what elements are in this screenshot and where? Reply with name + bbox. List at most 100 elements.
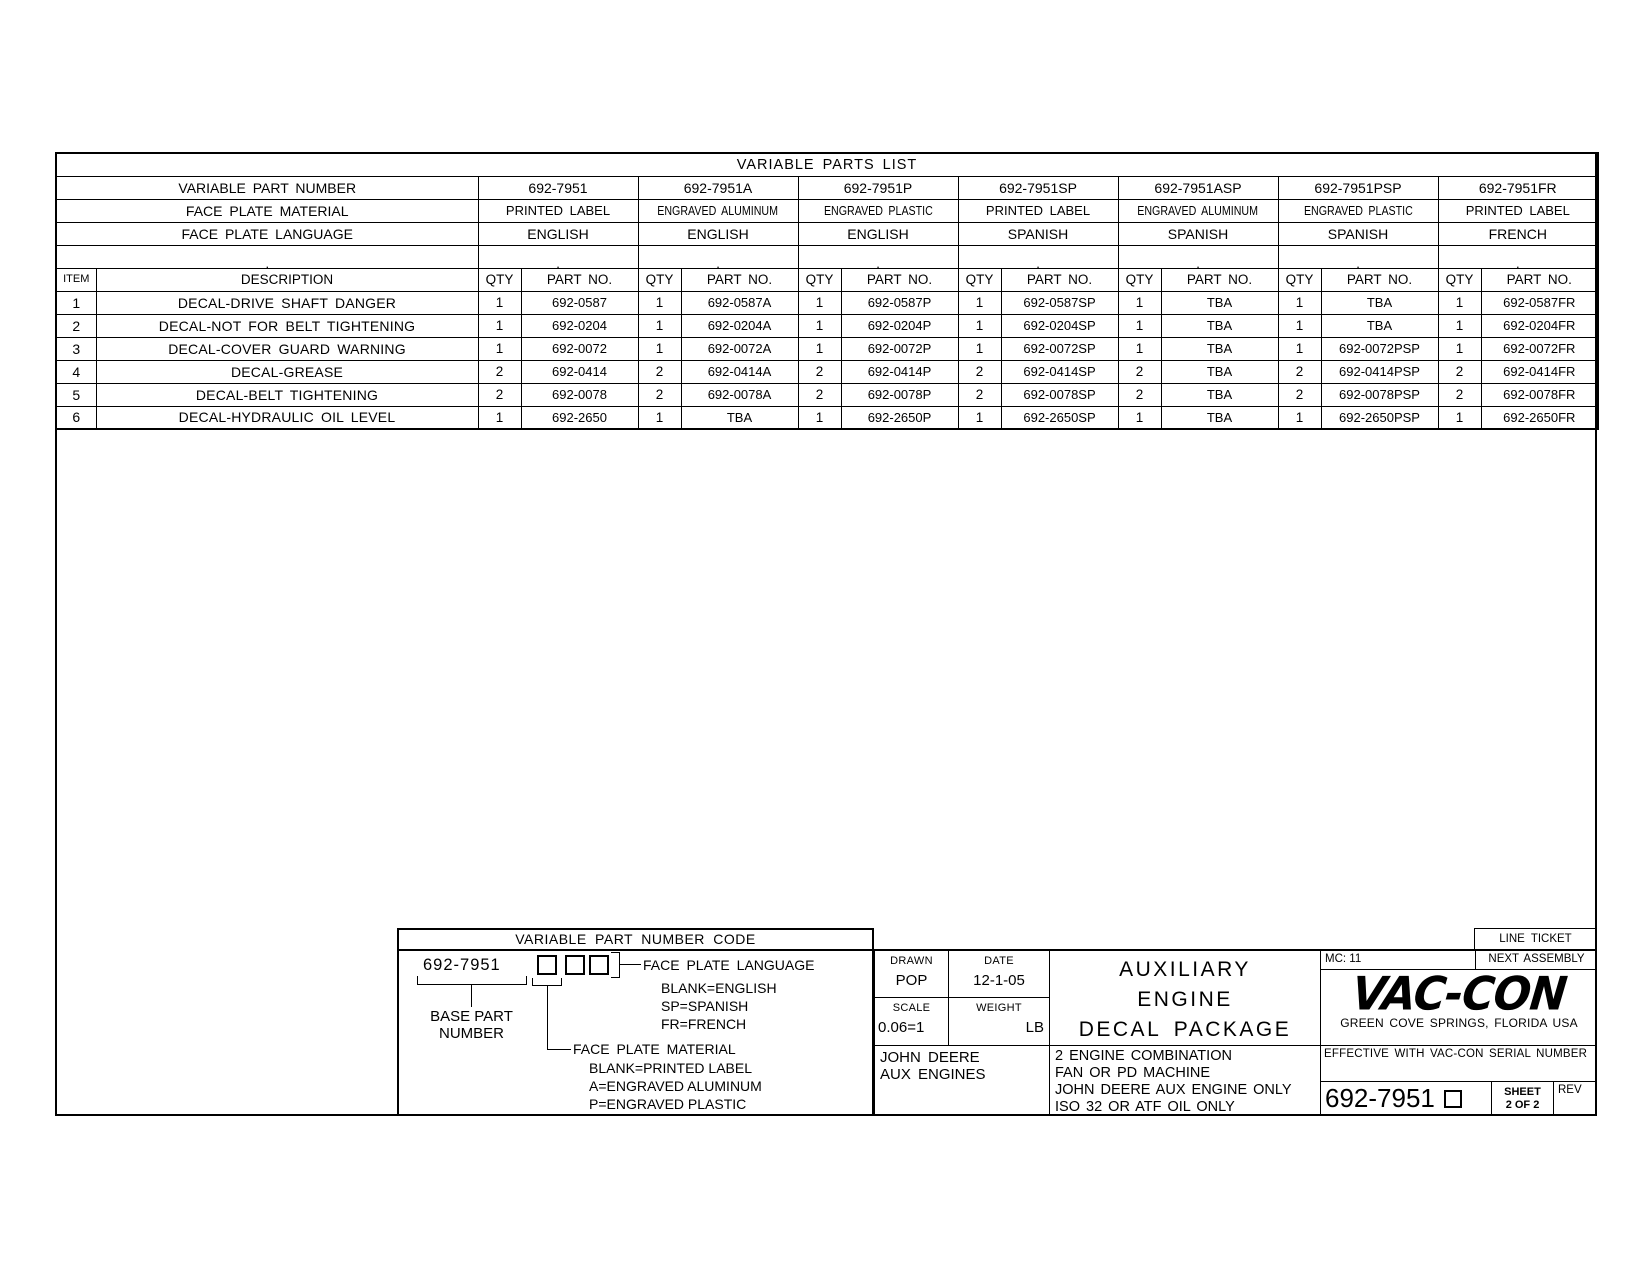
part-no-cell: 692-0414PSP	[1320, 359, 1439, 384]
machine-note-line: 2 ENGINE COMBINATION	[1055, 1048, 1232, 1064]
item-cell: 2	[55, 313, 97, 338]
qty-cell: 2	[957, 359, 1002, 384]
dot-cell: .	[1117, 244, 1279, 269]
col-header-part-no: PART NO.	[1160, 267, 1279, 292]
variant-material: ENGRAVED PLASTIC	[797, 198, 959, 223]
part-no-cell: 692-2650SP	[1000, 405, 1119, 430]
part-no-cell: 692-0072PSP	[1320, 336, 1439, 361]
qty-cell: 2	[1437, 382, 1482, 407]
drawing-title-line: ENGINE	[1137, 988, 1233, 1011]
language-row: FACE PLATE LANGUAGE ENGLISH ENGLISH ENGL…	[55, 221, 1599, 246]
language-option: BLANK=ENGLISH	[661, 980, 777, 996]
col-header-description: DESCRIPTION	[95, 267, 479, 292]
qty-cell: 1	[637, 336, 682, 361]
table-row: 4 DECAL-GREASE 2 692-0414 2 692-0414A 2 …	[55, 359, 1599, 384]
variant-number-row: VARIABLE PART NUMBER 692-7951 692-7951A …	[55, 175, 1599, 200]
material-text: ENGRAVED ALUMINUM	[657, 203, 779, 218]
description-cell: DECAL-BELT TIGHTENING	[95, 382, 479, 407]
qty-cell: 2	[957, 382, 1002, 407]
company-logo-cell: VAC-CON GREEN COVE SPRINGS, FLORIDA USA	[1321, 970, 1597, 1046]
table-row: 3 DECAL-COVER GUARD WARNING 1 692-0072 1…	[55, 336, 1599, 361]
language-code-square	[565, 955, 585, 975]
qty-cell: 1	[477, 313, 522, 338]
qty-cell: 1	[1117, 405, 1162, 430]
dot-cell: .	[55, 244, 479, 269]
part-no-cell: TBA	[1160, 359, 1279, 384]
column-header-row: ITEM DESCRIPTION QTY PART NO. QTY PART N…	[55, 267, 1599, 292]
part-no-cell: TBA	[1320, 290, 1439, 315]
machine-note-line: ISO 32 OR ATF OIL ONLY	[1055, 1099, 1235, 1115]
drawn-cell: DRAWN POP	[875, 951, 949, 998]
material-text: ENGRAVED ALUMINUM	[1137, 203, 1259, 218]
part-no-cell: TBA	[1160, 382, 1279, 407]
next-assembly-cell: NEXT ASSEMBLY	[1476, 951, 1597, 970]
scale-value: 0.06=1	[878, 1019, 925, 1036]
drawing-title-line: DECAL PACKAGE	[1078, 1018, 1292, 1041]
variant-language: SPANISH	[957, 221, 1119, 246]
weight-unit: LB	[1025, 1019, 1044, 1036]
col-header-qty: QTY	[1437, 267, 1482, 292]
face-plate-material-label: FACE PLATE MATERIAL	[573, 1041, 736, 1057]
qty-cell: 1	[1277, 290, 1322, 315]
table-title-row: VARIABLE PARTS LIST	[55, 152, 1599, 177]
sheet-value: 2 OF 2	[1505, 1099, 1540, 1111]
qty-cell: 2	[637, 382, 682, 407]
variant-part-number: 692-7951PSP	[1277, 175, 1439, 200]
part-no-cell: 692-2650PSP	[1320, 405, 1439, 430]
qty-cell: 1	[1437, 290, 1482, 315]
date-label: DATE	[984, 955, 1014, 967]
language-leader-line	[620, 964, 641, 965]
qty-cell: 1	[477, 336, 522, 361]
mc-cell: MC: 11	[1321, 951, 1476, 970]
variant-material: ENGRAVED PLASTIC	[1277, 198, 1439, 223]
variant-language: FRENCH	[1437, 221, 1599, 246]
base-label-line: NUMBER	[438, 1025, 504, 1042]
col-header-qty: QTY	[1117, 267, 1162, 292]
machine-note-line: FAN OR PD MACHINE	[1055, 1065, 1211, 1081]
variant-material: ENGRAVED ALUMINUM	[637, 198, 799, 223]
drawing-number: 692-7951	[1325, 1083, 1435, 1113]
suffix-box	[1443, 1090, 1462, 1108]
col-header-qty: QTY	[1277, 267, 1322, 292]
part-no-cell: 692-0414	[520, 359, 639, 384]
qty-cell: 1	[1437, 313, 1482, 338]
col-header-qty: QTY	[797, 267, 842, 292]
part-no-cell: 692-0078P	[840, 382, 959, 407]
material-option: P=ENGRAVED PLASTIC	[589, 1096, 747, 1112]
effective-serial-cell: EFFECTIVE WITH VAC-CON SERIAL NUMBER	[1321, 1046, 1597, 1082]
col-header-part-no: PART NO.	[840, 267, 959, 292]
qty-cell: 2	[637, 359, 682, 384]
dot-cell: .	[797, 244, 959, 269]
part-no-cell: 692-0072SP	[1000, 336, 1119, 361]
material-text: ENGRAVED PLASTIC	[1303, 203, 1413, 218]
part-no-cell: 692-0078A	[680, 382, 799, 407]
company-location: GREEN COVE SPRINGS, FLORIDA USA	[1340, 1016, 1578, 1030]
table-row: 6 DECAL-HYDRAULIC OIL LEVEL 1 692-2650 1…	[55, 405, 1599, 430]
qty-cell: 1	[1277, 405, 1322, 430]
scale-cell: SCALE 0.06=1	[875, 998, 949, 1046]
row-label-part-number: VARIABLE PART NUMBER	[55, 175, 479, 200]
part-no-cell: 692-0078SP	[1000, 382, 1119, 407]
rev-cell: REV	[1558, 1084, 1582, 1096]
language-options: BLANK=ENGLISH SP=SPANISH FR=FRENCH	[661, 979, 777, 1033]
qty-cell: 2	[797, 359, 842, 384]
part-no-cell: 692-0587SP	[1000, 290, 1119, 315]
part-no-cell: 692-0072FR	[1480, 336, 1599, 361]
qty-cell: 1	[477, 290, 522, 315]
dot-cell: .	[1437, 244, 1599, 269]
title-block: DRAWN POP DATE 12-1-05 SCALE 0.06=1 WEIG…	[873, 949, 1597, 1116]
sheet-number-cell: SHEET 2 OF 2	[1492, 1082, 1554, 1116]
variant-language: ENGLISH	[637, 221, 799, 246]
qty-cell: 1	[1117, 336, 1162, 361]
material-option: A=ENGRAVED ALUMINUM	[589, 1078, 762, 1094]
col-header-qty: QTY	[637, 267, 682, 292]
description-cell: DECAL-COVER GUARD WARNING	[95, 336, 479, 361]
part-no-cell: 692-0078	[520, 382, 639, 407]
part-no-cell: TBA	[680, 405, 799, 430]
qty-cell: 1	[957, 313, 1002, 338]
qty-cell: 1	[797, 336, 842, 361]
variant-language: ENGLISH	[477, 221, 639, 246]
date-cell: DATE 12-1-05	[949, 951, 1050, 998]
date-value: 12-1-05	[973, 972, 1025, 989]
variant-material: PRINTED LABEL	[957, 198, 1119, 223]
